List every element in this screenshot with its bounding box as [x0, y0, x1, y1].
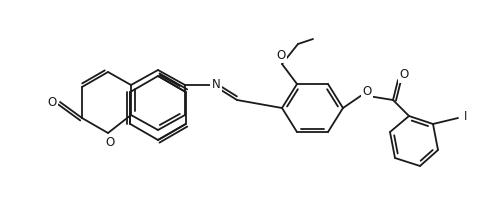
Text: O: O [399, 68, 409, 82]
Text: O: O [362, 85, 371, 98]
Text: O: O [105, 135, 114, 149]
Text: N: N [212, 77, 220, 91]
Text: I: I [464, 110, 468, 122]
Text: O: O [276, 49, 286, 61]
Text: O: O [47, 95, 56, 108]
